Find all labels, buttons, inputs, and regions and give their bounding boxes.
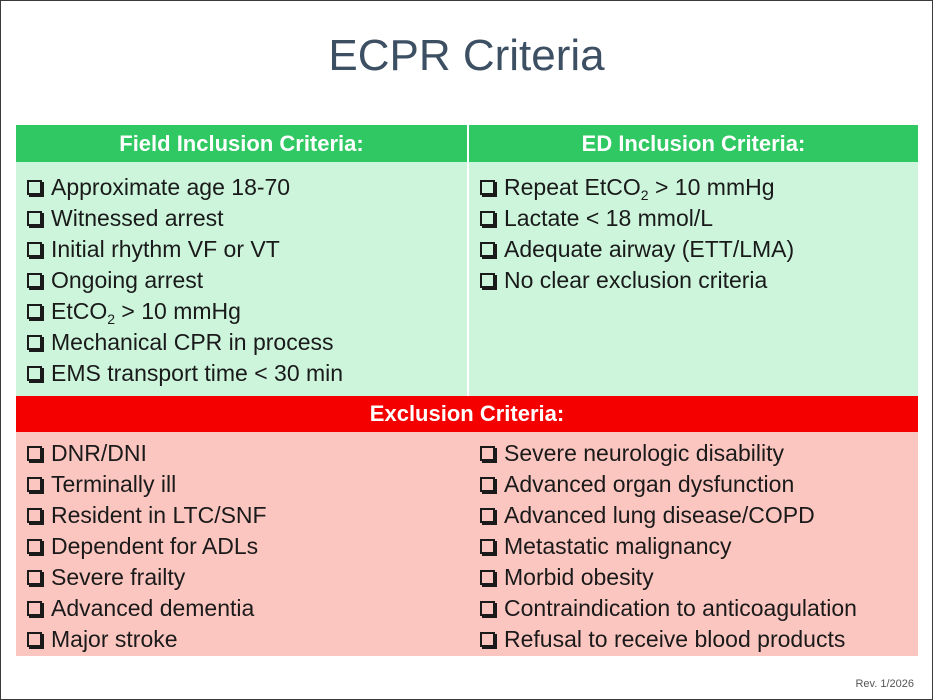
checkbox-icon — [480, 539, 495, 554]
list-item-text: Ongoing arrest — [51, 267, 204, 293]
inclusion-body: Approximate age 18-70 Witnessed arrest Ini… — [16, 162, 918, 415]
list-item: Repeat EtCO2 > 10 mmHg — [480, 172, 918, 203]
list-item-text: Mechanical CPR in process — [51, 329, 334, 355]
checkbox-icon — [27, 211, 42, 226]
exclusion-right-list: Severe neurologic disability Advanced org… — [480, 438, 918, 655]
list-item-text: DNR/DNI — [51, 440, 147, 466]
exclusion-right-column: Severe neurologic disability Advanced org… — [469, 432, 918, 656]
list-item: DNR/DNI — [27, 438, 469, 469]
list-item: Metastatic malignancy — [480, 531, 918, 562]
ed-inclusion-column: Repeat EtCO2 > 10 mmHg Lactate < 18 mmol/… — [469, 162, 918, 415]
exclusion-body: DNR/DNI Terminally ill Resident in LTC/SNF… — [16, 432, 918, 656]
checkbox-icon — [480, 570, 495, 585]
field-inclusion-header: Field Inclusion Criteria: — [16, 125, 469, 162]
checkbox-icon — [480, 180, 495, 195]
list-item: Severe neurologic disability — [480, 438, 918, 469]
list-item-text: Repeat EtCO2 > 10 mmHg — [504, 174, 775, 203]
list-item: Approximate age 18-70 — [27, 172, 467, 203]
list-item-text: Refusal to receive blood products — [504, 626, 846, 652]
checkbox-icon — [27, 570, 42, 585]
list-item: Major stroke — [27, 624, 469, 655]
list-item: Advanced lung disease/COPD — [480, 500, 918, 531]
checkbox-icon — [27, 242, 42, 257]
list-item: Refusal to receive blood products — [480, 624, 918, 655]
checkbox-icon — [27, 180, 42, 195]
ed-inclusion-header: ED Inclusion Criteria: — [581, 131, 806, 156]
list-item-text: Major stroke — [51, 626, 178, 652]
list-item-text: Witnessed arrest — [51, 205, 224, 231]
checkbox-icon — [27, 508, 42, 523]
checkbox-icon — [480, 273, 495, 288]
list-item-text: Dependent for ADLs — [51, 533, 259, 559]
list-item-text: Lactate < 18 mmol/L — [504, 205, 714, 231]
list-item: Dependent for ADLs — [27, 531, 469, 562]
checkbox-icon — [480, 508, 495, 523]
list-item-text: Initial rhythm VF or VT — [51, 236, 280, 262]
list-item: Advanced dementia — [27, 593, 469, 624]
checkbox-icon — [27, 366, 42, 381]
list-item-text: Metastatic malignancy — [504, 533, 732, 559]
checkbox-icon — [480, 446, 495, 461]
list-item-text: Resident in LTC/SNF — [51, 502, 267, 528]
list-item: Witnessed arrest — [27, 203, 467, 234]
checkbox-icon — [27, 304, 42, 319]
checkbox-icon — [27, 632, 42, 647]
list-item-text: Advanced lung disease/COPD — [504, 502, 815, 528]
list-item: Contraindication to anticoagulation — [480, 593, 918, 624]
list-item: Lactate < 18 mmol/L — [480, 203, 918, 234]
list-item: EtCO2 > 10 mmHg — [27, 296, 467, 327]
list-item-text: Advanced dementia — [51, 595, 255, 621]
list-item: Adequate airway (ETT/LMA) — [480, 234, 918, 265]
checkbox-icon — [480, 477, 495, 492]
list-item: Advanced organ dysfunction — [480, 469, 918, 500]
exclusion-header: Exclusion Criteria: — [16, 396, 918, 432]
checkbox-icon — [27, 477, 42, 492]
checkbox-icon — [27, 335, 42, 350]
list-item-text: Severe neurologic disability — [504, 440, 784, 466]
list-item-text: EtCO2 > 10 mmHg — [51, 298, 241, 327]
field-inclusion-list: Approximate age 18-70 Witnessed arrest Ini… — [27, 172, 467, 389]
inclusion-header-row: Field Inclusion Criteria: ED Inclusion C… — [16, 125, 918, 162]
checkbox-icon — [27, 273, 42, 288]
list-item: Mechanical CPR in process — [27, 327, 467, 358]
list-item-text: Severe frailty — [51, 564, 186, 590]
list-item: No clear exclusion criteria — [480, 265, 918, 296]
list-item: EMS transport time < 30 min — [27, 358, 467, 389]
exclusion-left-list: DNR/DNI Terminally ill Resident in LTC/SNF… — [27, 438, 469, 655]
checkbox-icon — [27, 446, 42, 461]
page-title: ECPR Criteria — [328, 31, 605, 80]
list-item-text: Adequate airway (ETT/LMA) — [504, 236, 795, 262]
exclusion-left-column: DNR/DNI Terminally ill Resident in LTC/SNF… — [16, 432, 469, 656]
list-item: Morbid obesity — [480, 562, 918, 593]
field-inclusion-column: Approximate age 18-70 Witnessed arrest Ini… — [16, 162, 469, 415]
list-item: Severe frailty — [27, 562, 469, 593]
criteria-table: Field Inclusion Criteria: ED Inclusion C… — [16, 125, 918, 656]
list-item: Resident in LTC/SNF — [27, 500, 469, 531]
list-item-text: Contraindication to anticoagulation — [504, 595, 857, 621]
checkbox-icon — [480, 242, 495, 257]
checkbox-icon — [480, 601, 495, 616]
checkbox-icon — [480, 632, 495, 647]
list-item-text: Terminally ill — [51, 471, 177, 497]
checkbox-icon — [480, 211, 495, 226]
list-item-text: EMS transport time < 30 min — [51, 360, 344, 386]
ed-inclusion-list: Repeat EtCO2 > 10 mmHg Lactate < 18 mmol/… — [480, 172, 918, 296]
list-item: Initial rhythm VF or VT — [27, 234, 467, 265]
list-item-text: No clear exclusion criteria — [504, 267, 768, 293]
list-item-text: Advanced organ dysfunction — [504, 471, 795, 497]
revision-label: Rev. 1/2026 — [855, 678, 914, 690]
checkbox-icon — [27, 601, 42, 616]
list-item-text: Morbid obesity — [504, 564, 654, 590]
list-item: Terminally ill — [27, 469, 469, 500]
list-item: Ongoing arrest — [27, 265, 467, 296]
checkbox-icon — [27, 539, 42, 554]
list-item-text: Approximate age 18-70 — [51, 174, 291, 200]
